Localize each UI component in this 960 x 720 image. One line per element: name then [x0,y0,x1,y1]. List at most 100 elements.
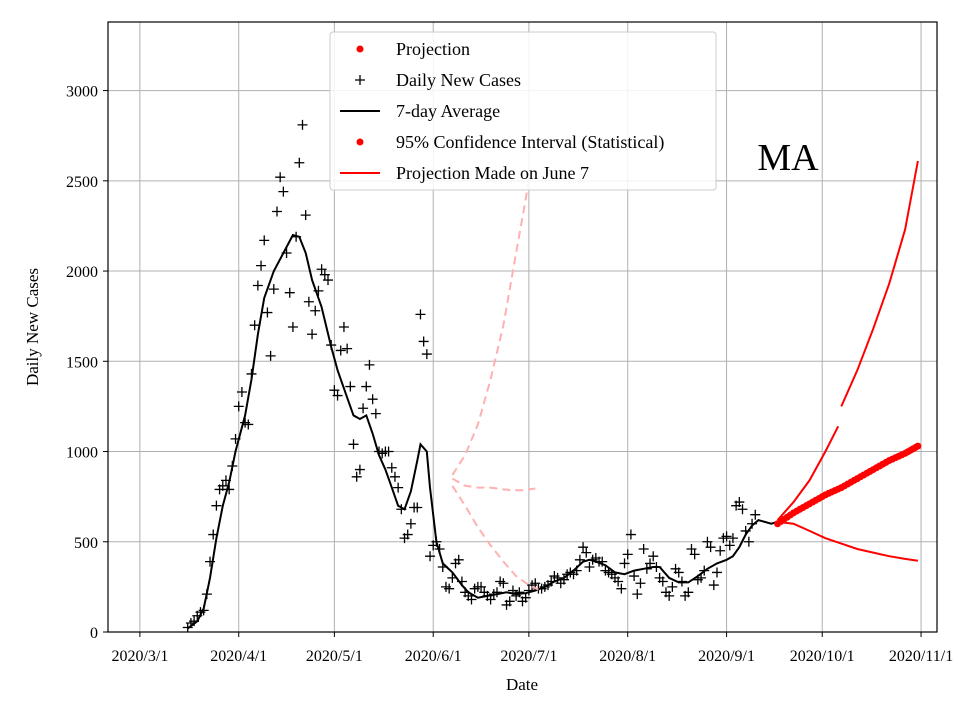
daily-case-marker [737,504,748,515]
legend-label: Projection [396,39,470,59]
daily-case-marker [233,401,244,412]
legend: Projection Daily New Cases 7-day Average 95… [329,31,717,191]
daily-case-marker [727,533,738,544]
y-tick-label: 1000 [66,445,98,462]
plot-area [182,119,922,633]
legend-label: 7-day Average [396,101,500,121]
daily-case-marker [217,480,228,491]
daily-case-marker [300,210,311,221]
daily-case-marker [249,320,260,331]
legend-label: Daily New Cases [396,70,521,90]
daily-case-marker [358,403,369,414]
daily-case-marker [323,275,334,286]
daily-case-marker [724,540,735,551]
x-tick-label: 2020/6/1 [405,648,462,665]
daily-case-marker [275,172,286,183]
daily-case-marker [316,264,327,275]
daily-case-marker [705,542,716,553]
daily-case-marker [584,562,595,573]
daily-case-marker [734,497,745,508]
daily-case-marker [329,385,340,396]
daily-case-marker [303,296,314,307]
daily-case-marker [619,558,630,569]
daily-case-marker [268,284,279,295]
legend-label: 95% Confidence Interval (Statistical) [396,132,664,153]
x-axis-label: Date [506,675,538,694]
daily-case-marker [444,583,455,594]
daily-case-marker [345,381,356,392]
daily-case-marker [354,464,365,475]
daily-case-marker [750,509,761,520]
axes-frame [107,21,938,633]
y-tick-label: 2500 [66,174,98,191]
y-tick-label: 500 [74,535,98,552]
daily-case-marker [578,542,589,553]
axes: 2020/3/1 2020/4/1 2020/5/1 2020/6/1 2020/7/1… [66,84,953,665]
daily-case-marker [504,596,515,607]
x-tick-label: 2020/7/1 [500,648,557,665]
daily-case-marker [338,322,349,332]
daily-case-marker [405,518,416,529]
daily-case-marker [520,592,531,603]
daily-case-marker [351,471,362,482]
chart-annotation: MA [757,137,819,179]
daily-case-marker [383,446,394,457]
y-tick-label: 1500 [66,354,98,371]
daily-case-marker [632,589,643,600]
projection-made-on-june-7-upper-line [840,160,919,407]
daily-case-marker [284,287,295,298]
legend-dot-icon [356,138,364,146]
daily-case-marker [361,381,372,392]
y-axis-label: Daily New Cases [23,268,42,386]
daily-case-marker [307,329,318,340]
daily-case-marker [348,439,359,450]
daily-case-marker [236,386,247,397]
x-tick-label: 2020/5/1 [306,648,363,665]
daily-case-marker [743,536,754,547]
daily-case-marker [625,529,636,540]
daily-case-marker [648,551,659,562]
daily-case-marker [629,571,640,582]
daily-case-marker [389,471,400,482]
daily-case-marker [581,547,592,558]
daily-case-marker [514,587,525,598]
daily-case-marker [278,186,289,197]
daily-case-marker [393,482,404,493]
95-ci-middle-pink-line [451,477,536,492]
daily-case-marker [259,235,270,246]
daily-case-marker [715,545,726,556]
legend-box [329,31,717,191]
daily-case-marker [402,529,413,540]
daily-case-marker [425,551,436,562]
daily-case-marker [498,578,509,589]
daily-case-marker [638,543,649,554]
daily-case-marker [635,578,646,589]
daily-case-marker [622,549,633,560]
daily-case-marker [664,590,675,601]
daily-case-marker [689,549,700,560]
daily-case-marker [412,502,423,513]
95-ci-lower-pink-line [451,485,539,591]
projection-made-on-june-7-upper-line [776,425,840,521]
daily-case-marker [721,531,732,542]
95-ci-upper-pink-line [451,180,530,476]
daily-case-marker [271,206,282,217]
y-tick-label: 2000 [66,264,98,281]
x-tick-label: 2020/9/1 [698,648,755,665]
daily-case-marker [415,309,426,320]
daily-case-marker [418,336,429,347]
daily-case-marker [297,119,308,130]
legend-dot-icon [356,45,364,53]
daily-case-marker [262,307,273,318]
daily-case-marker [686,543,697,554]
daily-case-marker [667,581,678,592]
x-tick-label: 2020/11/1 [889,648,953,665]
daily-case-marker [342,343,353,354]
daily-case-marker [708,580,719,591]
daily-case-marker [386,462,397,473]
x-tick-label: 2020/4/1 [210,648,267,665]
x-tick-label: 2020/10/1 [790,648,855,665]
legend-label: Projection Made on June 7 [396,163,589,183]
daily-case-marker [319,269,330,280]
